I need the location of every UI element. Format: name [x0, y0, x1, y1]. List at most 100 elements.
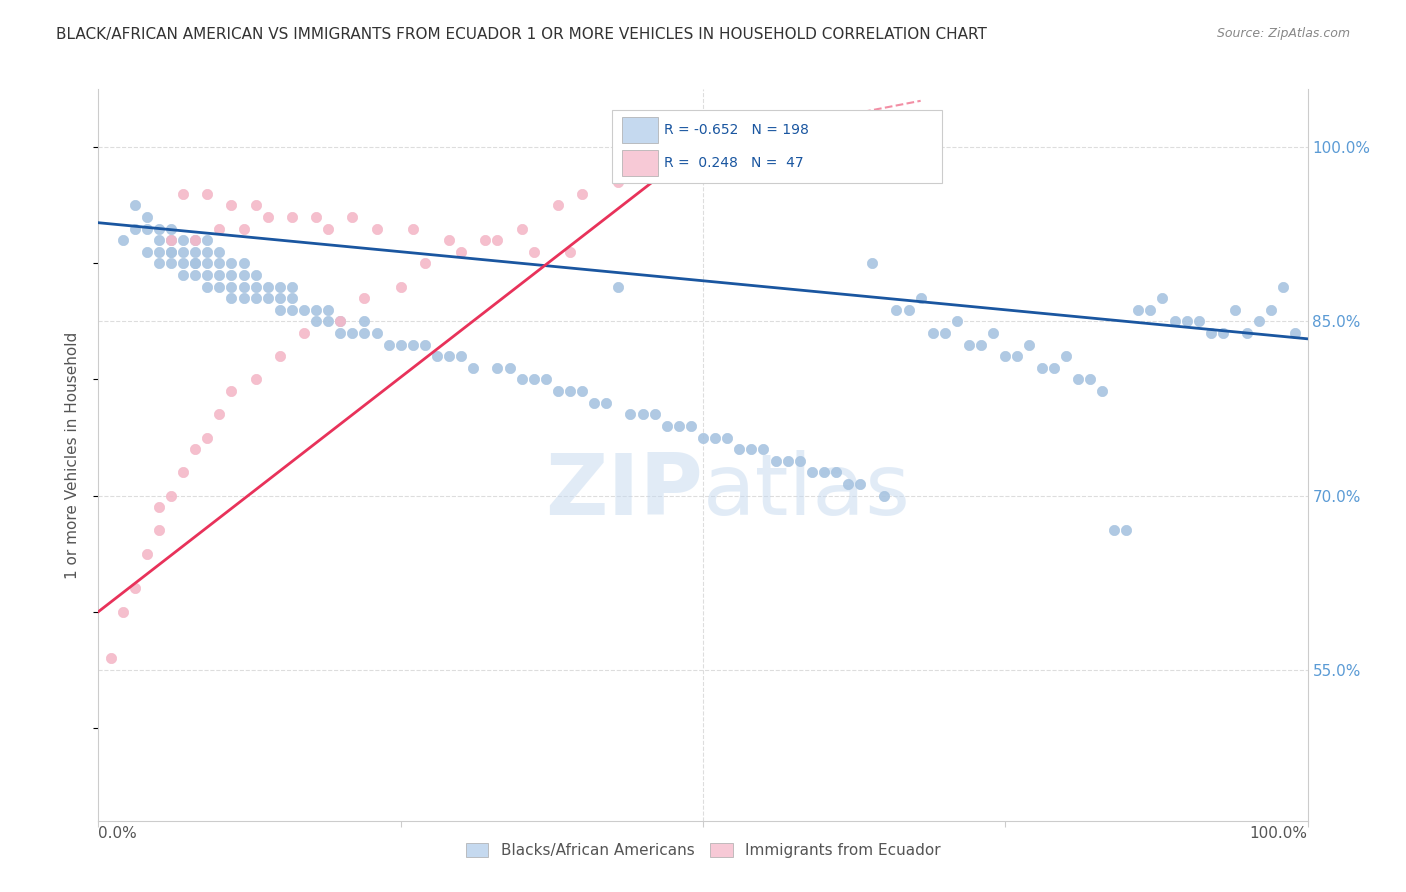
Point	[160, 233, 183, 247]
Point	[366, 326, 388, 340]
Point	[245, 268, 267, 282]
Text: R = -0.652   N = 198: R = -0.652 N = 198	[665, 123, 810, 136]
Point	[111, 605, 134, 619]
Point	[148, 256, 170, 270]
Point	[498, 360, 520, 375]
Point	[135, 210, 157, 224]
Point	[789, 454, 811, 468]
Point	[1139, 302, 1161, 317]
Point	[668, 418, 690, 433]
Point	[1031, 360, 1053, 375]
Point	[172, 466, 194, 480]
Point	[1128, 302, 1150, 317]
Point	[486, 360, 509, 375]
Point	[1272, 279, 1295, 293]
Point	[389, 279, 412, 293]
Point	[402, 221, 425, 235]
Point	[849, 477, 872, 491]
Point	[232, 256, 254, 270]
Point	[281, 291, 304, 305]
Point	[450, 244, 472, 259]
Point	[184, 233, 207, 247]
Point	[184, 256, 207, 270]
Point	[160, 244, 183, 259]
Point	[534, 372, 557, 386]
Point	[558, 384, 581, 398]
Point	[292, 302, 315, 317]
Point	[946, 314, 969, 328]
Point	[281, 302, 304, 317]
Point	[437, 349, 460, 363]
Point	[256, 279, 278, 293]
Point	[752, 442, 775, 456]
Point	[547, 384, 569, 398]
Text: R =  0.248   N =  47: R = 0.248 N = 47	[665, 156, 804, 169]
Point	[208, 268, 231, 282]
Point	[172, 268, 194, 282]
Point	[184, 256, 207, 270]
Point	[765, 454, 787, 468]
Point	[825, 466, 848, 480]
Point	[1236, 326, 1258, 340]
Point	[1175, 314, 1198, 328]
Point	[353, 326, 375, 340]
Point	[208, 244, 231, 259]
Point	[160, 489, 183, 503]
Point	[474, 233, 496, 247]
FancyBboxPatch shape	[621, 117, 658, 143]
Point	[124, 582, 146, 596]
Text: atlas: atlas	[703, 450, 911, 533]
Point	[728, 442, 751, 456]
Point	[221, 279, 243, 293]
Point	[921, 326, 943, 340]
Point	[1223, 302, 1246, 317]
Point	[208, 221, 231, 235]
Point	[160, 256, 183, 270]
Point	[316, 221, 339, 235]
FancyBboxPatch shape	[612, 110, 942, 183]
Point	[316, 302, 339, 317]
Point	[366, 221, 388, 235]
Point	[426, 349, 449, 363]
Point	[184, 268, 207, 282]
Point	[124, 198, 146, 212]
Text: BLACK/AFRICAN AMERICAN VS IMMIGRANTS FROM ECUADOR 1 OR MORE VEHICLES IN HOUSEHOL: BLACK/AFRICAN AMERICAN VS IMMIGRANTS FRO…	[56, 27, 987, 42]
Point	[208, 407, 231, 421]
Point	[692, 140, 714, 154]
Point	[172, 256, 194, 270]
Point	[208, 256, 231, 270]
Point	[413, 337, 436, 351]
Point	[160, 244, 183, 259]
Point	[160, 221, 183, 235]
Point	[353, 314, 375, 328]
Point	[860, 256, 883, 270]
Point	[148, 244, 170, 259]
Point	[329, 314, 352, 328]
Point	[221, 384, 243, 398]
Point	[208, 279, 231, 293]
Point	[232, 221, 254, 235]
Point	[377, 337, 399, 351]
Point	[184, 233, 207, 247]
Point	[305, 302, 328, 317]
Point	[172, 186, 194, 201]
Point	[607, 279, 630, 293]
Point	[148, 233, 170, 247]
Point	[1284, 326, 1306, 340]
Point	[1018, 337, 1040, 351]
Point	[305, 210, 328, 224]
Point	[195, 256, 218, 270]
Point	[1102, 524, 1125, 538]
Point	[1054, 349, 1077, 363]
Point	[1042, 360, 1064, 375]
Point	[631, 407, 654, 421]
Point	[184, 244, 207, 259]
Point	[245, 279, 267, 293]
Point	[595, 395, 617, 409]
Point	[1188, 314, 1211, 328]
Point	[873, 489, 896, 503]
Point	[655, 418, 678, 433]
Point	[269, 349, 291, 363]
Point	[981, 326, 1004, 340]
Point	[135, 244, 157, 259]
